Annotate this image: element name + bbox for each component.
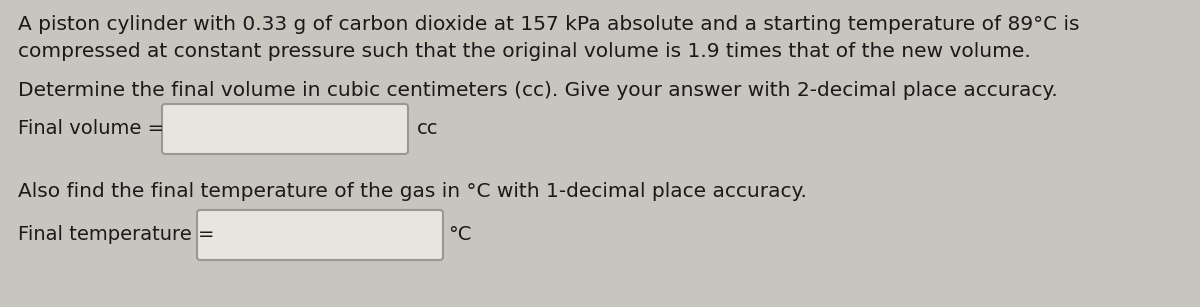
Text: °C: °C [448, 226, 472, 244]
Text: Also find the final temperature of the gas in °C with 1-decimal place accuracy.: Also find the final temperature of the g… [18, 182, 806, 201]
Text: A piston cylinder with 0.33 g of carbon dioxide at 157 kPa absolute and a starti: A piston cylinder with 0.33 g of carbon … [18, 15, 1080, 34]
Text: Determine the final volume in cubic centimeters (cc). Give your answer with 2-de: Determine the final volume in cubic cent… [18, 81, 1057, 100]
Text: cc: cc [418, 119, 438, 138]
FancyBboxPatch shape [162, 104, 408, 154]
Text: Final temperature =: Final temperature = [18, 226, 215, 244]
FancyBboxPatch shape [197, 210, 443, 260]
Text: compressed at constant pressure such that the original volume is 1.9 times that : compressed at constant pressure such tha… [18, 42, 1031, 61]
Text: Final volume =: Final volume = [18, 119, 164, 138]
